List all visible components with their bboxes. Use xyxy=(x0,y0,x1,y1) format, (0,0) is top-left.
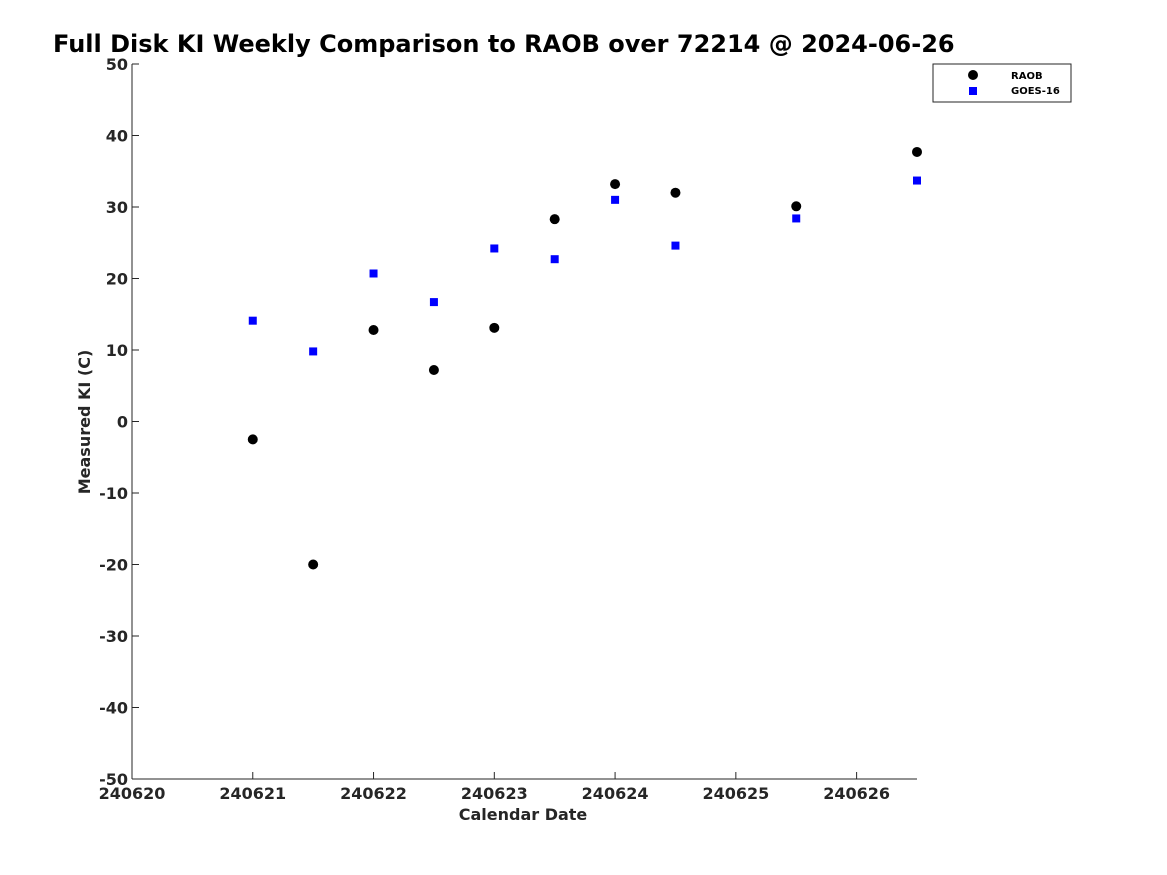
y-axis-label: Measured KI (C) xyxy=(75,350,94,495)
legend-box xyxy=(932,63,1072,103)
point-goes16 xyxy=(309,347,318,356)
point-raob xyxy=(549,214,560,225)
point-raob xyxy=(912,146,922,157)
point-raob xyxy=(791,201,802,212)
x-tick-label: 240624 xyxy=(582,784,649,803)
point-goes16 xyxy=(611,195,620,204)
x-tick-label: 240622 xyxy=(340,784,407,803)
x-axis-label: Calendar Date xyxy=(459,805,588,824)
point-raob xyxy=(489,322,500,333)
y-tick-label: -40 xyxy=(99,699,128,718)
point-goes16 xyxy=(671,241,680,250)
point-goes16 xyxy=(490,244,499,253)
point-raob xyxy=(368,324,379,335)
point-goes16 xyxy=(369,269,378,278)
legend-label-goes16: GOES-16 xyxy=(1011,86,1060,97)
point-goes16 xyxy=(248,316,257,325)
y-axis-ticks: -50 -40 -30 -20 -10 0 10 20 30 40 50 xyxy=(99,55,139,789)
legend-marker-goes16 xyxy=(969,87,977,95)
y-tick-label: -20 xyxy=(99,556,128,575)
x-tick-label: 240625 xyxy=(702,784,769,803)
plot-area xyxy=(131,64,917,780)
x-tick-label: 240620 xyxy=(99,784,166,803)
point-raob xyxy=(610,179,621,190)
y-tick-label: 10 xyxy=(106,341,128,360)
y-tick-label: 50 xyxy=(106,55,128,74)
x-tick-label: 240621 xyxy=(219,784,286,803)
y-tick-label: 20 xyxy=(106,270,128,289)
legend: RAOB GOES-16 xyxy=(932,63,1072,103)
point-goes16 xyxy=(429,298,438,307)
legend-label-raob: RAOB xyxy=(1011,71,1043,82)
point-goes16 xyxy=(792,214,801,223)
legend-marker-raob xyxy=(968,70,978,80)
y-tick-label: 40 xyxy=(106,127,128,146)
point-goes16 xyxy=(913,176,921,185)
data-points xyxy=(247,146,922,570)
y-tick-label: -50 xyxy=(99,770,128,789)
point-raob xyxy=(670,187,681,198)
point-raob xyxy=(308,559,319,570)
point-goes16 xyxy=(550,255,559,264)
point-raob xyxy=(247,434,258,445)
y-tick-label: -30 xyxy=(99,627,128,646)
y-tick-label: 30 xyxy=(106,198,128,217)
y-tick-label: 0 xyxy=(117,413,128,432)
x-axis-ticks: 240620 240621 240622 240623 240624 240625 2406… xyxy=(99,772,890,803)
x-tick-label: 240623 xyxy=(461,784,528,803)
point-raob xyxy=(428,365,439,376)
y-tick-label: -10 xyxy=(99,484,128,503)
chart-title: Full Disk KI Weekly Comparison to RAOB o… xyxy=(53,30,955,58)
x-tick-label: 240626 xyxy=(823,784,890,803)
